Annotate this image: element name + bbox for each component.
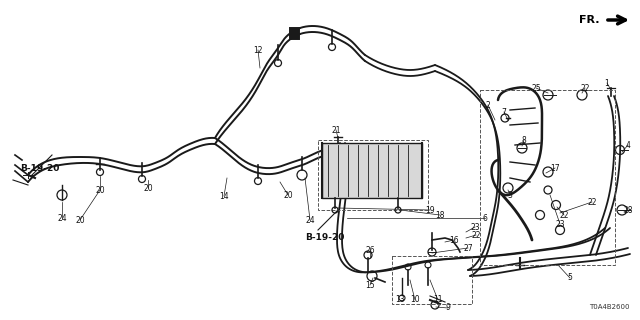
Text: 5: 5 — [568, 274, 572, 283]
Text: 16: 16 — [449, 236, 459, 244]
Text: 1: 1 — [605, 78, 609, 87]
Bar — [480, 90, 615, 265]
Text: 6: 6 — [483, 213, 488, 222]
Text: 27: 27 — [463, 244, 473, 252]
Text: 4: 4 — [625, 140, 630, 149]
Text: 19: 19 — [425, 205, 435, 214]
Text: B-19-20: B-19-20 — [305, 233, 344, 242]
Bar — [392, 256, 472, 304]
Text: 24: 24 — [57, 213, 67, 222]
Text: 20: 20 — [95, 186, 105, 195]
Text: 18: 18 — [435, 211, 445, 220]
Text: 22: 22 — [588, 197, 596, 206]
Text: 23: 23 — [470, 222, 480, 231]
Text: 26: 26 — [365, 245, 375, 254]
Bar — [322, 143, 422, 198]
Text: 22: 22 — [559, 211, 569, 220]
Text: 2: 2 — [486, 100, 490, 109]
Text: 22: 22 — [471, 230, 481, 239]
Text: 10: 10 — [410, 295, 420, 305]
Text: 12: 12 — [253, 45, 263, 54]
Text: 25: 25 — [531, 84, 541, 92]
Text: 14: 14 — [219, 191, 229, 201]
Text: 28: 28 — [623, 205, 633, 214]
Text: 23: 23 — [555, 220, 565, 228]
Bar — [318, 140, 428, 210]
Text: 13: 13 — [395, 295, 405, 305]
Text: B-19-20: B-19-20 — [20, 164, 60, 172]
Text: 17: 17 — [550, 164, 560, 172]
Text: 8: 8 — [522, 135, 526, 145]
Text: 20: 20 — [75, 215, 85, 225]
Text: 20: 20 — [143, 183, 153, 193]
Text: 11: 11 — [433, 295, 443, 305]
Text: T0A4B2600: T0A4B2600 — [589, 304, 630, 310]
Text: 24: 24 — [305, 215, 315, 225]
Text: 21: 21 — [332, 125, 340, 134]
Text: 3: 3 — [508, 190, 513, 199]
Text: 20: 20 — [283, 190, 293, 199]
Text: FR.: FR. — [579, 15, 600, 25]
Text: 15: 15 — [365, 281, 375, 290]
Text: 9: 9 — [445, 303, 451, 313]
Text: 7: 7 — [502, 108, 506, 116]
Text: 22: 22 — [580, 84, 589, 92]
